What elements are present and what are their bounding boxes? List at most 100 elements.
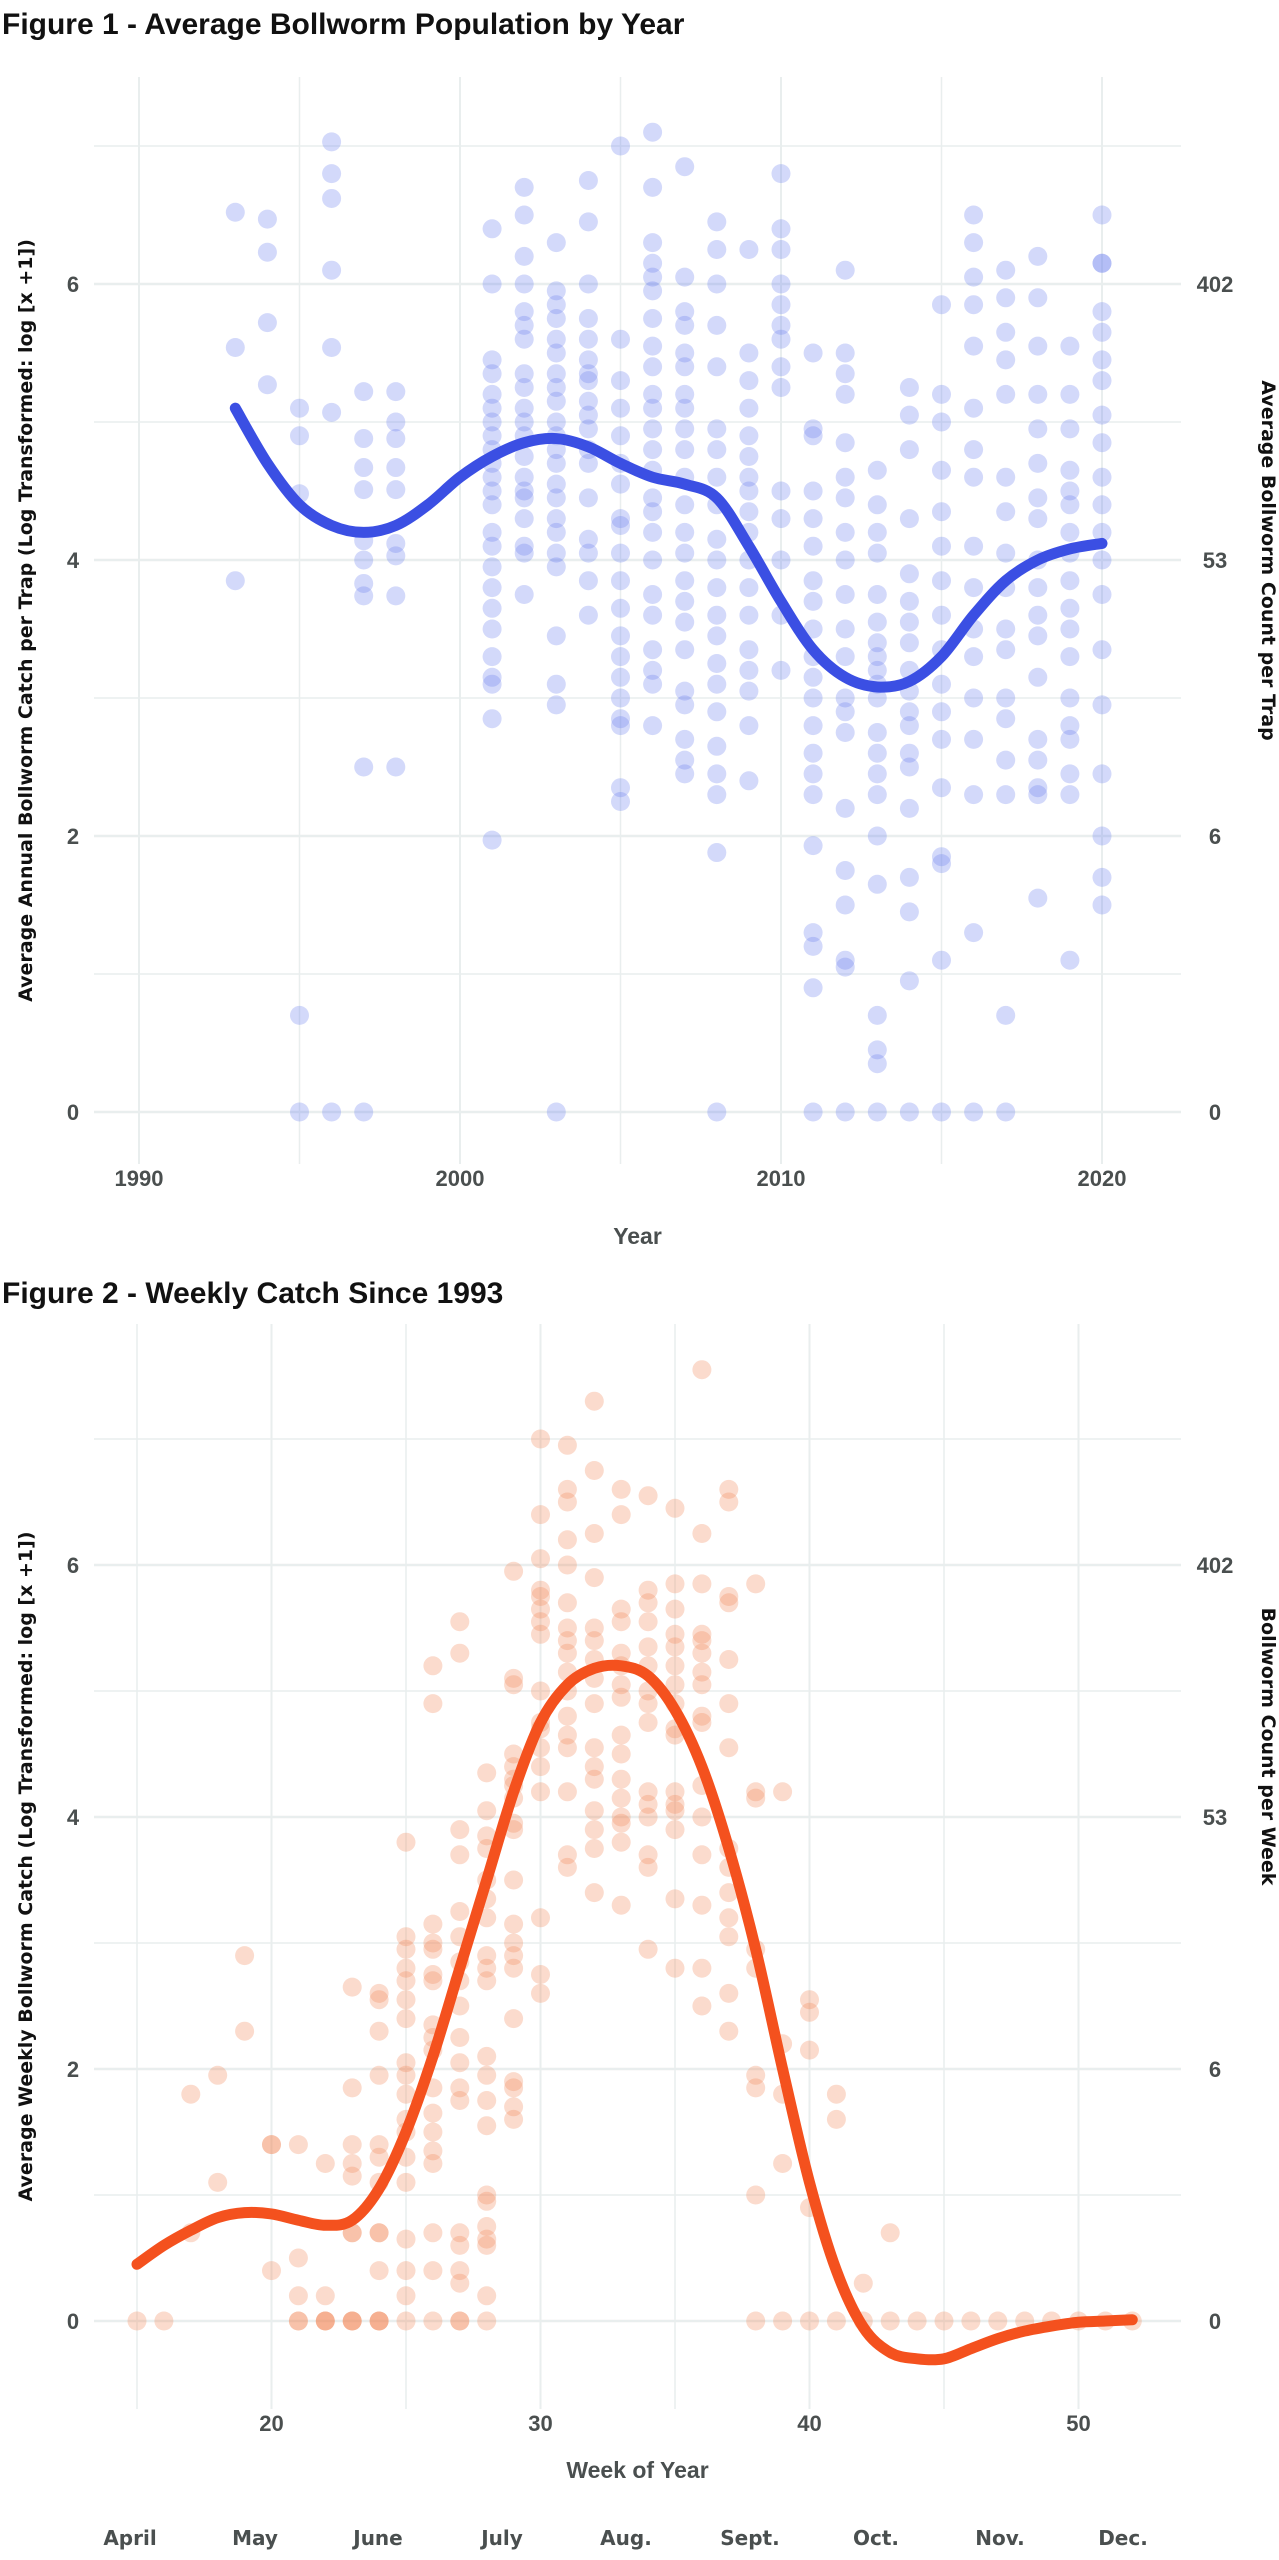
data-point xyxy=(643,550,663,570)
data-point xyxy=(932,729,951,749)
month-label: May xyxy=(232,2526,278,2550)
data-point xyxy=(386,458,406,478)
data-point xyxy=(835,488,855,508)
data-point xyxy=(739,240,759,259)
data-point xyxy=(557,1643,577,1663)
data-point xyxy=(867,743,887,763)
data-point xyxy=(531,1782,550,1802)
data-point xyxy=(315,2311,335,2331)
data-point xyxy=(719,1927,739,1947)
data-point xyxy=(1028,509,1048,529)
data-point xyxy=(557,1555,577,1575)
data-point xyxy=(932,1102,951,1122)
data-point xyxy=(932,502,951,522)
data-point xyxy=(665,1675,685,1695)
data-point xyxy=(288,2286,308,2306)
data-point xyxy=(450,2235,470,2255)
data-point xyxy=(369,1983,389,2003)
data-point xyxy=(450,2028,470,2047)
y-right-tick-label: 0 xyxy=(1209,2309,1221,2334)
data-point xyxy=(996,1005,1016,1025)
data-point xyxy=(386,757,406,777)
data-point xyxy=(1092,322,1112,342)
data-point xyxy=(288,2311,308,2331)
data-point xyxy=(578,405,598,425)
data-point xyxy=(225,337,245,357)
data-point xyxy=(771,315,791,335)
y-tick-label: 2 xyxy=(67,2057,79,2082)
data-point xyxy=(611,1675,631,1695)
data-point xyxy=(423,2261,443,2281)
data-point xyxy=(771,481,791,501)
y-axis-title: Average Weekly Bollworm Catch (Log Trans… xyxy=(15,1532,37,2202)
data-point xyxy=(477,1958,497,1978)
data-point xyxy=(739,481,759,501)
data-point xyxy=(964,336,984,356)
data-point xyxy=(584,1568,604,1588)
data-point xyxy=(514,543,534,563)
data-point xyxy=(719,1983,739,2003)
data-point xyxy=(482,426,502,446)
data-point xyxy=(504,1675,524,1695)
data-point xyxy=(643,233,663,253)
data-point xyxy=(771,357,791,377)
data-point xyxy=(611,1479,631,1499)
data-point xyxy=(899,716,919,736)
data-point xyxy=(584,1694,604,1714)
data-point xyxy=(546,378,566,397)
data-point xyxy=(1092,495,1112,515)
data-point xyxy=(477,2235,497,2255)
data-point xyxy=(611,1599,631,1619)
data-point xyxy=(354,573,374,593)
data-point xyxy=(665,1794,685,1814)
data-point xyxy=(531,1983,550,2003)
data-point xyxy=(739,371,759,391)
data-point xyxy=(932,460,951,480)
data-point xyxy=(423,2141,443,2161)
data-point xyxy=(665,1656,685,1676)
data-point xyxy=(803,571,823,591)
data-point xyxy=(803,836,823,856)
data-point xyxy=(1028,626,1048,646)
data-point xyxy=(386,546,406,566)
data-point xyxy=(643,281,663,301)
y-right-tick-label: 402 xyxy=(1197,272,1234,297)
data-point xyxy=(514,509,534,529)
data-point xyxy=(578,419,598,439)
data-point xyxy=(932,536,951,556)
data-point xyxy=(450,1845,470,1865)
data-point xyxy=(964,440,984,460)
data-point xyxy=(584,1839,604,1858)
data-point xyxy=(531,1549,550,1569)
data-point xyxy=(584,1883,604,1903)
data-point xyxy=(482,495,502,515)
data-point xyxy=(611,509,630,529)
data-point xyxy=(262,2135,281,2155)
data-point xyxy=(643,357,663,377)
data-point xyxy=(504,1933,524,1953)
data-point xyxy=(477,1826,497,1846)
data-point xyxy=(531,1624,550,1644)
data-point xyxy=(546,233,566,253)
data-point xyxy=(257,313,277,333)
data-point xyxy=(707,315,727,335)
data-point xyxy=(643,440,663,460)
data-point xyxy=(899,798,919,818)
data-point xyxy=(611,1832,631,1852)
data-point xyxy=(578,212,598,232)
data-point xyxy=(1028,605,1048,625)
data-point xyxy=(342,2154,362,2173)
data-point xyxy=(477,2286,497,2306)
data-point xyxy=(899,509,919,529)
data-point xyxy=(477,1801,497,1821)
data-point xyxy=(1060,336,1080,356)
data-point xyxy=(964,205,984,225)
data-point xyxy=(835,550,855,570)
y-right-tick-label: 0 xyxy=(1209,1100,1221,1125)
data-point xyxy=(880,2223,900,2243)
data-point xyxy=(450,2311,470,2331)
data-point xyxy=(880,2311,900,2331)
y-tick-label: 0 xyxy=(67,1100,79,1125)
data-point xyxy=(1060,460,1080,480)
data-point xyxy=(514,488,534,508)
